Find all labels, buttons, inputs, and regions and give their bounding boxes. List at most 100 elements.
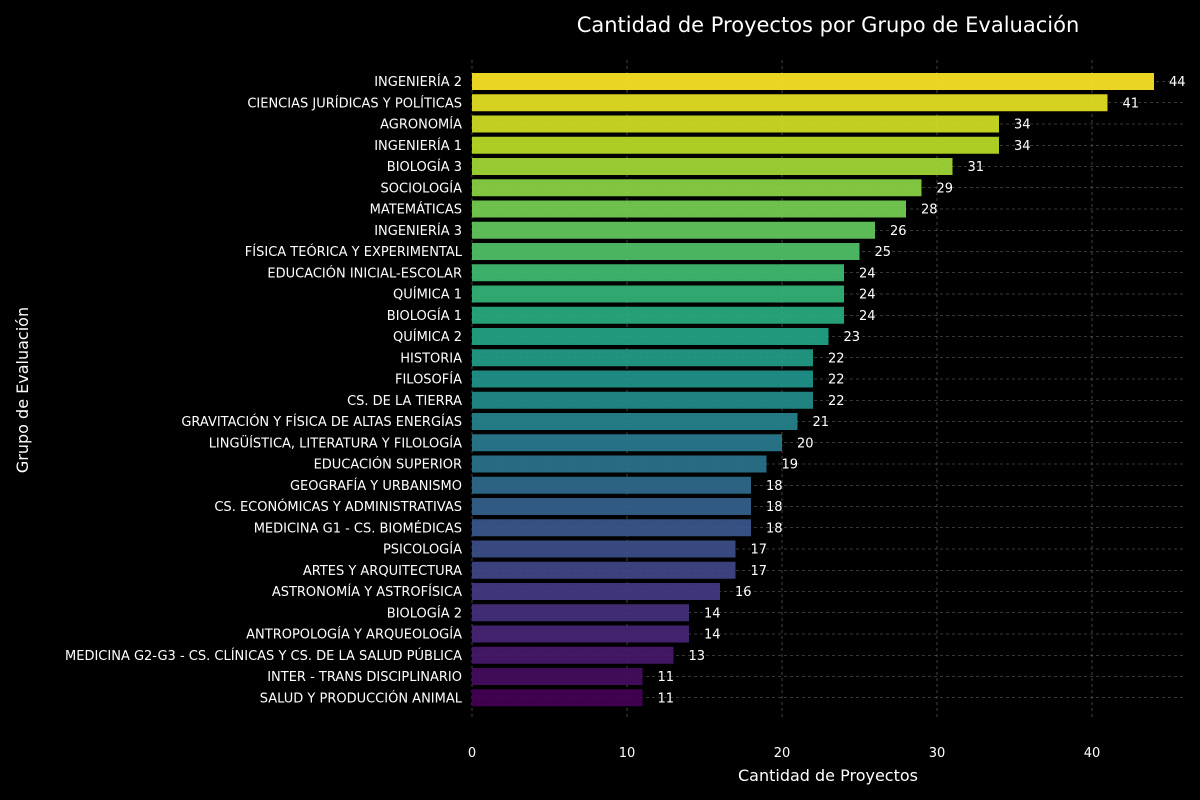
x-tick-label: 40 (1084, 746, 1101, 761)
value-label: 18 (766, 500, 783, 515)
category-label: MATEMÁTICAS (370, 202, 462, 218)
value-label: 34 (1014, 139, 1031, 154)
bar (472, 179, 922, 197)
bar (472, 136, 999, 154)
bar (472, 434, 782, 452)
x-tick-label: 0 (468, 746, 476, 761)
category-label: CS. ECONÓMICAS Y ADMINISTRATIVAS (214, 499, 462, 515)
value-label: 25 (875, 245, 892, 260)
bar (472, 391, 813, 409)
category-label: FÍSICA TEÓRICA Y EXPERIMENTAL (245, 244, 463, 260)
category-label: QUÍMICA 2 (393, 329, 462, 345)
bar (472, 413, 798, 430)
bar (472, 370, 813, 388)
bar (472, 306, 844, 324)
bar (472, 264, 844, 282)
bar (472, 583, 720, 600)
bar (472, 498, 751, 515)
bar (472, 73, 1154, 90)
bar (472, 200, 906, 218)
value-label: 13 (689, 649, 706, 664)
value-label: 17 (751, 564, 768, 579)
bar (472, 285, 844, 303)
bar (472, 519, 751, 537)
value-label: 31 (968, 160, 985, 175)
bar (472, 476, 751, 494)
value-label: 34 (1014, 118, 1031, 133)
value-label: 18 (766, 479, 783, 494)
value-label: 24 (859, 288, 876, 303)
category-label: SALUD Y PRODUCCIÓN ANIMAL (260, 690, 463, 706)
category-label: FILOSOFÍA (395, 372, 462, 388)
category-label: ARTES Y ARQUITECTURA (303, 564, 462, 579)
value-label: 16 (735, 585, 752, 600)
category-label: CS. DE LA TIERRA (347, 394, 462, 409)
value-label: 24 (859, 309, 876, 324)
value-label: 14 (704, 628, 721, 643)
category-label: EDUCACIÓN INICIAL-ESCOLAR (267, 265, 462, 281)
category-label: BIOLOGÍA 3 (387, 159, 462, 175)
bar (472, 221, 875, 239)
value-label: 41 (1123, 96, 1140, 111)
category-label: GEOGRAFÍA Y URBANISMO (290, 478, 462, 494)
category-label: ANTROPOLOGÍA Y ARQUEOLOGÍA (246, 627, 462, 643)
bar (472, 625, 689, 643)
bar (472, 668, 643, 685)
bar (472, 243, 860, 260)
value-label: 20 (797, 436, 814, 451)
category-label: BIOLOGÍA 2 (387, 605, 462, 621)
bars-layer (472, 73, 1154, 707)
value-label: 11 (658, 691, 675, 706)
bar (472, 561, 736, 579)
value-label: 19 (782, 458, 799, 473)
category-label: GRAVITACIÓN Y FÍSICA DE ALTAS ENERGÍAS (181, 414, 462, 430)
value-label: 29 (937, 181, 954, 196)
value-label: 26 (890, 224, 907, 239)
category-label: LINGÜÍSTICA, LITERATURA Y FILOLOGÍA (209, 434, 462, 451)
value-label: 44 (1169, 75, 1186, 90)
value-label: 28 (921, 203, 938, 218)
category-label: SOCIOLOGÍA (381, 180, 463, 196)
x-tick-label: 30 (929, 746, 946, 761)
category-label: MEDICINA G2-G3 - CS. CLÍNICAS Y CS. DE L… (65, 648, 462, 664)
category-label: PSICOLOGÍA (383, 542, 462, 558)
category-label: INTER - TRANS DISCIPLINARIO (267, 670, 462, 685)
value-label: 23 (844, 330, 861, 345)
x-tick-label: 20 (774, 746, 791, 761)
bar (472, 158, 953, 175)
bar (472, 646, 674, 664)
category-label: ASTRONOMÍA Y ASTROFÍSICA (272, 584, 462, 600)
category-label: EDUCACIÓN SUPERIOR (314, 457, 462, 473)
value-label: 14 (704, 606, 721, 621)
value-label: 24 (859, 266, 876, 281)
category-label: INGENIERÍA 3 (374, 223, 462, 239)
x-axis-label: Cantidad de Proyectos (738, 766, 918, 785)
category-label: INGENIERÍA 2 (374, 74, 462, 90)
value-label: 17 (751, 543, 768, 558)
bar (472, 689, 643, 707)
category-label: MEDICINA G1 - CS. BIOMÉDICAS (254, 520, 462, 536)
value-label: 21 (813, 415, 830, 430)
category-label: HISTORIA (400, 351, 462, 366)
category-label: INGENIERÍA 1 (374, 138, 462, 154)
category-label: CIENCIAS JURÍDICAS Y POLÍTICAS (247, 95, 462, 111)
value-label: 22 (828, 373, 845, 388)
x-tick-label: 10 (619, 746, 636, 761)
value-label: 18 (766, 521, 783, 536)
bar (472, 604, 689, 622)
value-label: 11 (658, 670, 675, 685)
category-label: BIOLOGÍA 1 (387, 308, 462, 324)
chart-title: Cantidad de Proyectos por Grupo de Evalu… (577, 13, 1080, 37)
bar (472, 94, 1108, 112)
bar (472, 328, 829, 345)
category-label: AGRONOMÍA (380, 117, 462, 133)
value-label: 22 (828, 351, 845, 366)
bar (472, 540, 736, 558)
category-label: QUÍMICA 1 (393, 287, 462, 303)
y-axis-label: Grupo de Evaluación (13, 307, 32, 473)
bar (472, 115, 999, 133)
bar (472, 349, 813, 367)
bar (472, 455, 767, 473)
